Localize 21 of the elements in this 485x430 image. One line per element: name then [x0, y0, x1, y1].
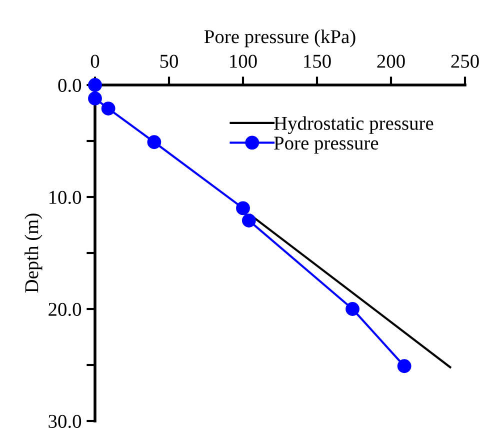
y-tick-label: 20.0: [48, 302, 82, 316]
legend-label: Hydrostatic pressure: [274, 116, 434, 134]
x-tick-label: 150: [304, 54, 331, 68]
point: [236, 201, 250, 216]
x-tick-label: 250: [451, 54, 479, 68]
y-tick-label: 30.0: [48, 414, 82, 428]
point: [346, 302, 360, 316]
legend-label: Pore pressure: [274, 136, 378, 154]
y-tick-label: 10.0: [49, 190, 82, 204]
y-tick-label: 0.0: [58, 78, 82, 92]
x-tick-label: 100: [230, 54, 257, 68]
x-axis-title: Pore pressure (kPa): [204, 30, 356, 48]
point: [242, 214, 256, 228]
x-tick-label: 50: [160, 54, 178, 68]
x-tick-label: 200: [377, 54, 405, 68]
point: [101, 102, 116, 116]
point: [147, 135, 162, 150]
x-tick-label: 0: [90, 54, 100, 68]
point: [88, 91, 102, 106]
y-axis-title: Depth (m): [24, 214, 42, 293]
point: [397, 359, 412, 374]
